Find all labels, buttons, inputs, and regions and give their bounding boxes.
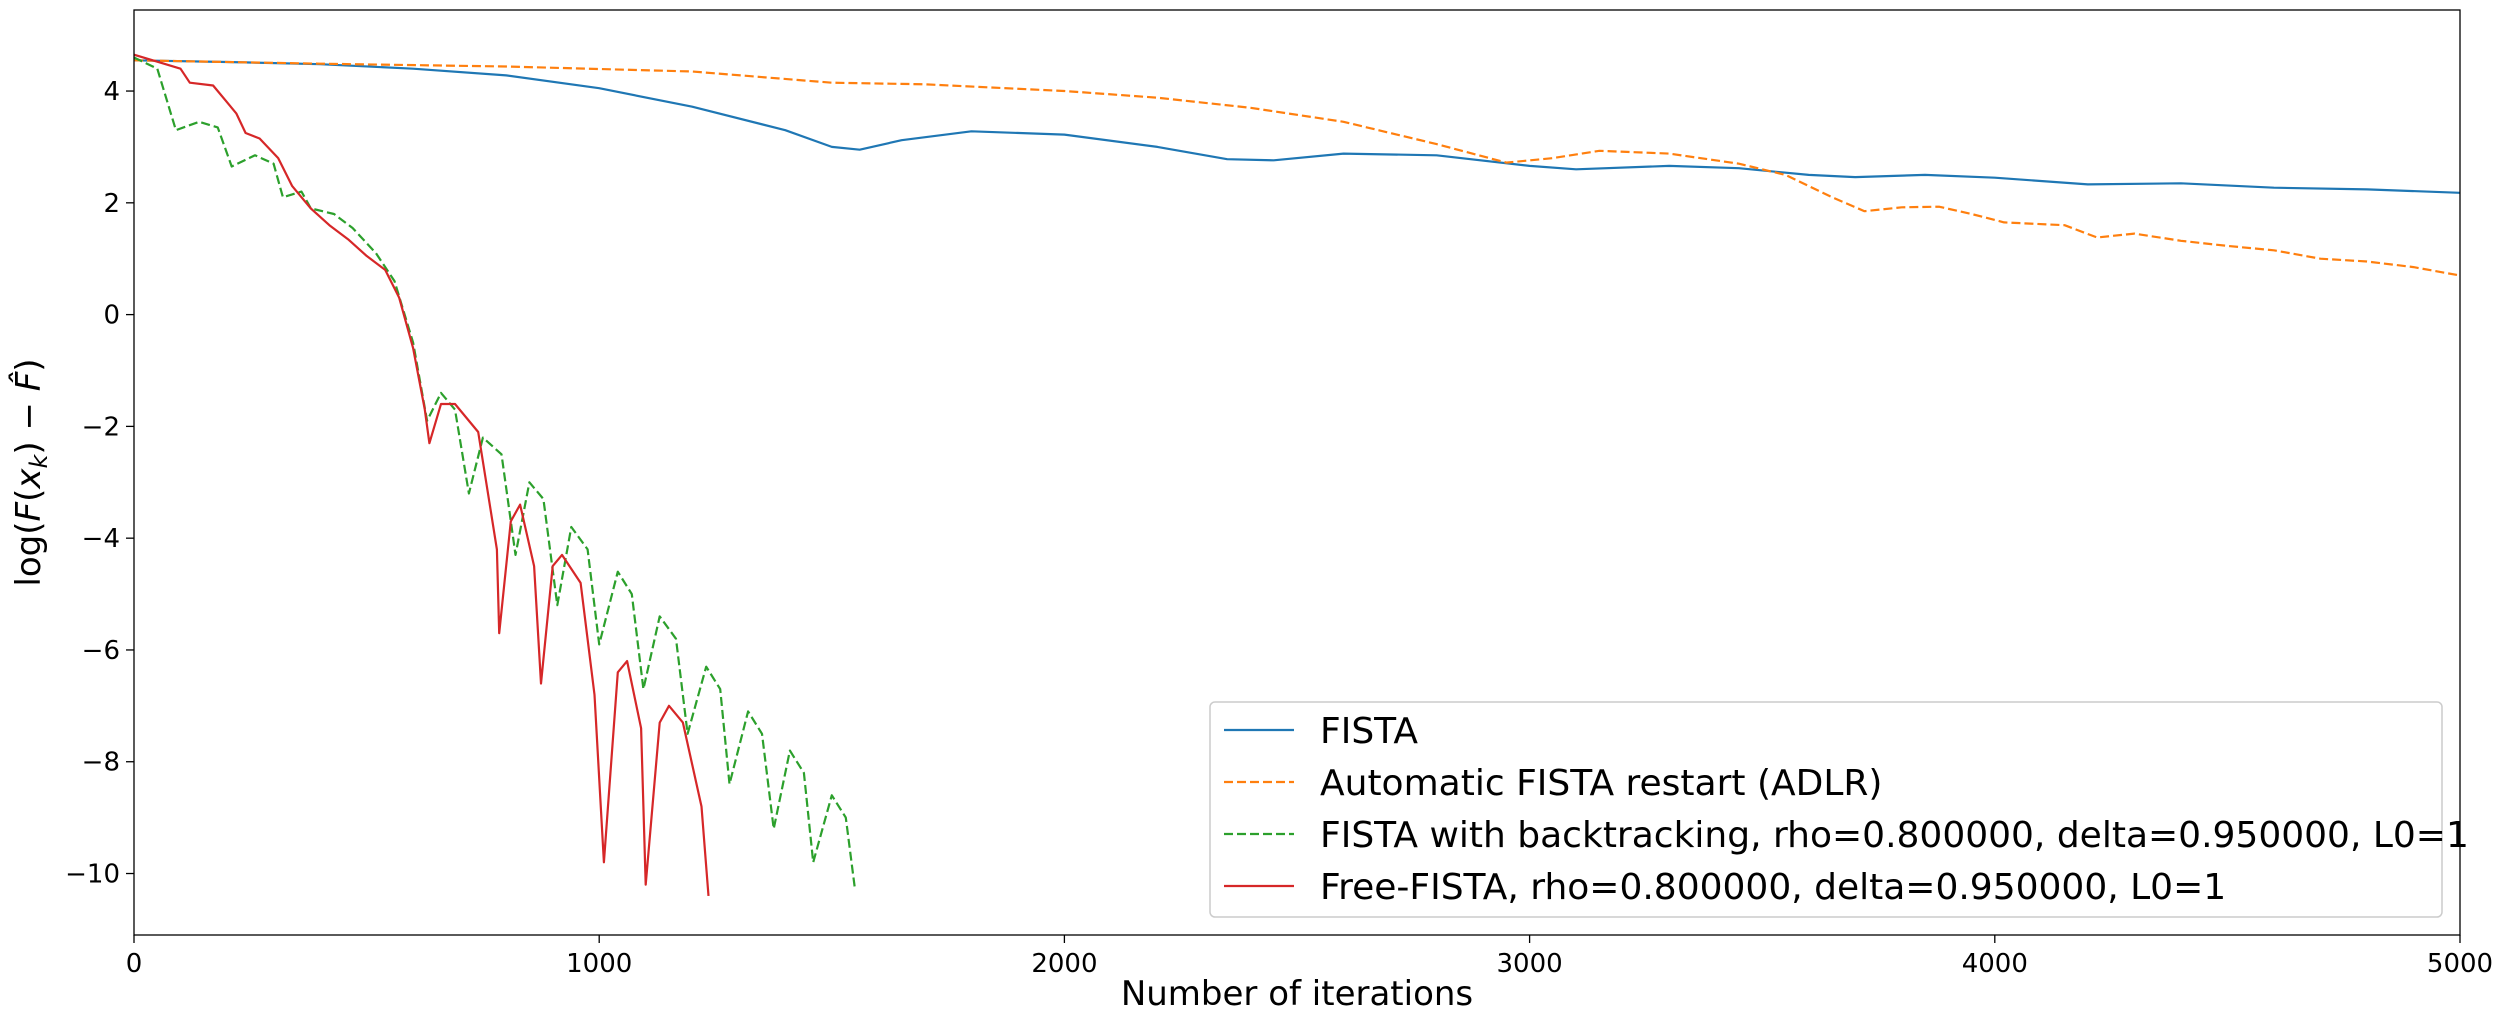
legend-label: FISTA with backtracking, rho=0.800000, d… (1320, 815, 2469, 856)
y-tick-label: −6 (82, 636, 120, 666)
y-tick-label: 0 (103, 301, 120, 331)
y-tick-label: −2 (82, 412, 120, 442)
x-axis-title: Number of iterations (1121, 974, 1473, 1014)
y-tick-label: 4 (103, 77, 120, 107)
y-axis: 4 2 0 −2 −4 −6 −8 −10 (65, 77, 134, 890)
x-tick-label: 3000 (1497, 949, 1563, 979)
x-axis: 0 1000 2000 3000 4000 5000 (126, 935, 2493, 979)
series-line-4 (134, 53, 710, 896)
legend: FISTA Automatic FISTA restart (ADLR) FISTA… (1209, 701, 2469, 918)
x-tick-label: 5000 (2427, 949, 2493, 979)
y-tick-label: −10 (65, 860, 120, 890)
series-line-3 (134, 56, 857, 891)
y-tick-label: −4 (82, 524, 120, 554)
series-line-1 (134, 59, 2460, 194)
y-axis-title: log(F(xk) − F̂) (8, 358, 53, 586)
x-tick-label: 0 (126, 949, 143, 979)
x-tick-label: 4000 (1962, 949, 2028, 979)
y-tick-label: −8 (82, 748, 120, 778)
legend-label: Automatic FISTA restart (ADLR) (1320, 763, 1882, 804)
legend-label: FISTA (1320, 711, 1418, 752)
x-tick-label: 2000 (1031, 949, 1097, 979)
plot-frame (133, 9, 2461, 936)
series-line-2 (134, 59, 2460, 277)
y-tick-label: 2 (103, 189, 120, 219)
series-layer (134, 53, 2460, 896)
legend-label: Free-FISTA, rho=0.800000, delta=0.950000… (1320, 867, 2226, 908)
legend-box (1209, 701, 2443, 918)
x-tick-label: 1000 (566, 949, 632, 979)
